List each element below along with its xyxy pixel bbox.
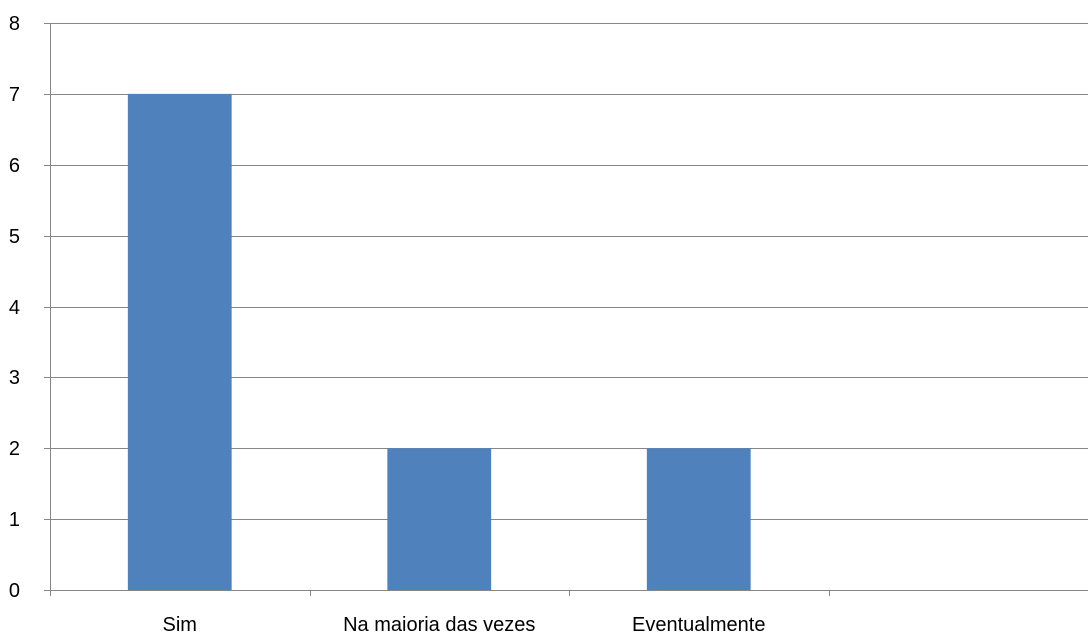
y-tick-label: 3 [9, 367, 20, 389]
y-tick-label: 7 [9, 84, 20, 106]
x-axis-tick-labels: Sim Na maioria das vezes Eventualmente [163, 614, 766, 636]
y-tick-label: 8 [9, 13, 20, 35]
bar [646, 448, 751, 590]
bar [127, 93, 232, 590]
y-axis-tick-labels: 0 1 2 3 4 5 6 7 8 [9, 13, 20, 602]
y-tick-label: 4 [9, 297, 20, 319]
bars [127, 93, 751, 590]
axes [44, 23, 1088, 596]
y-tick-label: 1 [9, 509, 20, 531]
y-tick-label: 0 [9, 580, 20, 602]
y-tick-label: 6 [9, 155, 20, 177]
x-tick-label: Sim [163, 614, 197, 636]
y-tick-label: 5 [9, 226, 20, 248]
x-tick-label: Na maioria das vezes [343, 614, 535, 636]
bar [387, 448, 492, 590]
x-tick-label: Eventualmente [632, 614, 765, 636]
y-tick-label: 2 [9, 438, 20, 460]
